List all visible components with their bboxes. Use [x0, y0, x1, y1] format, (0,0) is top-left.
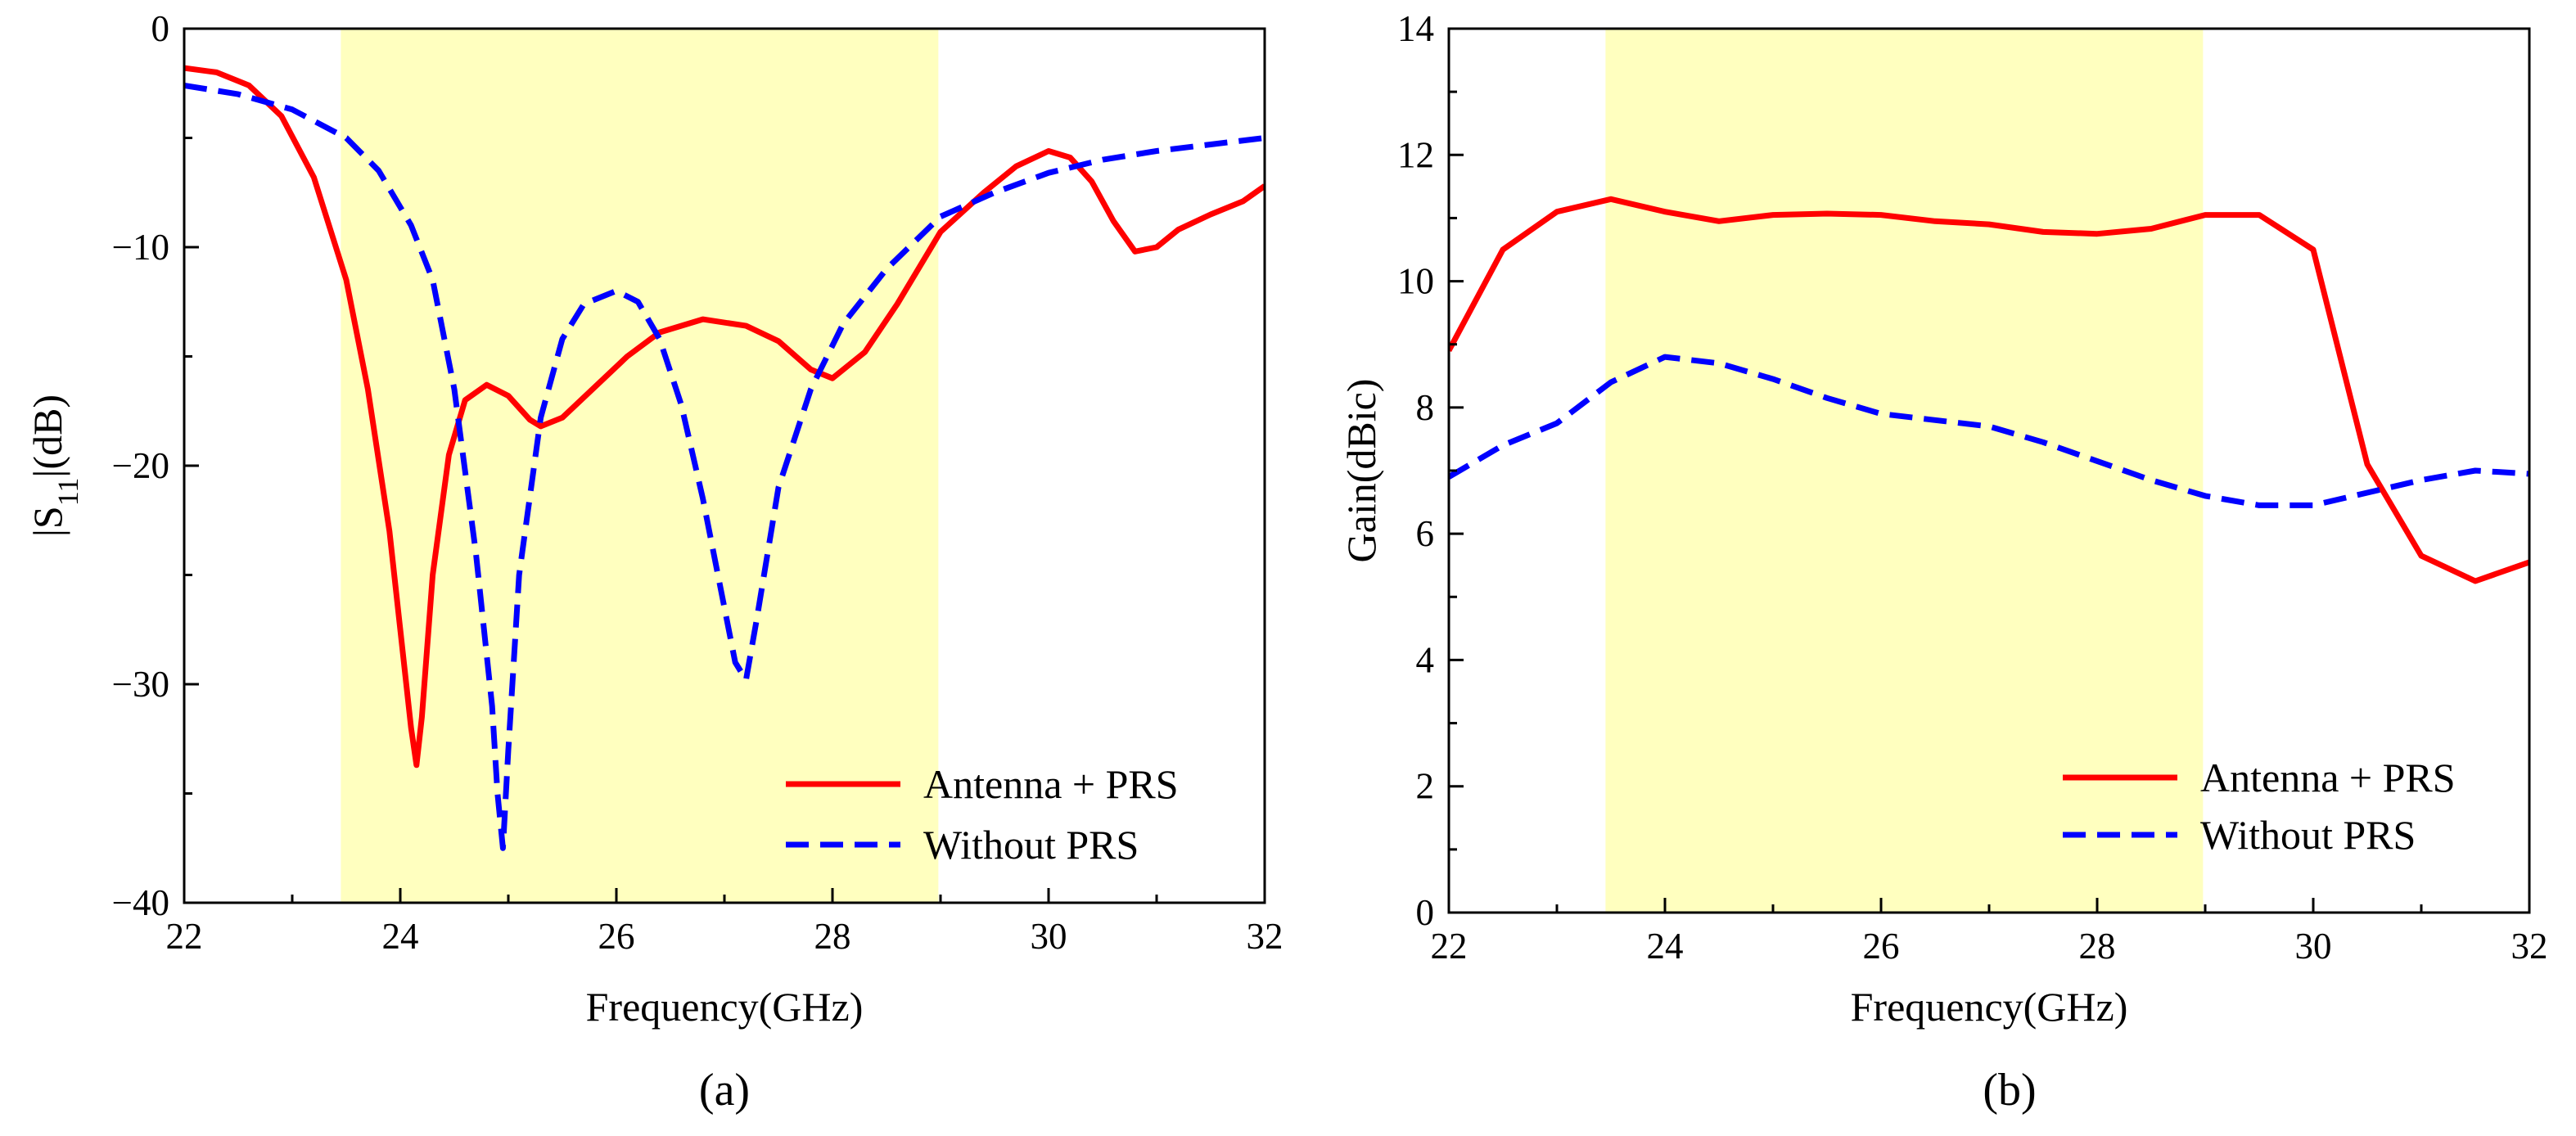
- highlight-band: [341, 29, 939, 903]
- panel-caption: (a): [699, 1065, 750, 1116]
- y-tick-label: −10: [112, 227, 169, 268]
- legend-label: Without PRS: [2200, 812, 2416, 858]
- series-line-antenna-prs: [184, 65, 1265, 769]
- y-axis-label: |S11|(dB): [25, 394, 84, 537]
- x-tick-label: 22: [166, 916, 203, 957]
- y-axis-label: Gain(dBic): [1338, 379, 1384, 563]
- series-line-without-prs: [184, 82, 1265, 851]
- y-tick-label: −20: [112, 445, 169, 486]
- y-tick-label: 4: [1416, 639, 1435, 680]
- legend-label: Without PRS: [923, 822, 1139, 868]
- x-axis-label: Frequency(GHz): [586, 984, 864, 1030]
- y-tick-label: −30: [112, 664, 169, 705]
- series-line-antenna-prs: [1449, 196, 2529, 584]
- y-tick-label: −40: [112, 882, 169, 923]
- x-tick-label: 30: [1031, 916, 1067, 957]
- x-tick-label: 32: [2511, 926, 2548, 967]
- legend: Antenna + PRS Without PRS: [786, 761, 1179, 868]
- y-tick-label: 6: [1416, 513, 1435, 554]
- series-group: [184, 65, 1265, 851]
- x-tick-label: 24: [1647, 926, 1684, 967]
- panel-caption: (b): [1983, 1065, 2036, 1116]
- y-tick-label: 12: [1397, 134, 1434, 175]
- y-tick-label: 14: [1397, 8, 1434, 49]
- x-tick-label: 30: [2295, 926, 2332, 967]
- y-tick-label: 8: [1416, 387, 1435, 428]
- x-tick-label: 28: [814, 916, 851, 957]
- y-tick-label: 10: [1397, 261, 1434, 302]
- x-axis-label: Frequency(GHz): [1851, 984, 2128, 1030]
- x-tick-label: 32: [1247, 916, 1283, 957]
- series-line-without-prs: [1449, 354, 2529, 508]
- y-tick-label: 2: [1416, 766, 1435, 807]
- legend: Antenna + PRS Without PRS: [2063, 755, 2456, 858]
- highlight-band: [1605, 29, 2204, 913]
- panel-b: 22 24 26 28 30 3202468101214Frequency(GHz)Gai…: [1338, 8, 2548, 1116]
- panel-a: 22 24 26 28 30 32 0 −10 −20 −30 −40 Frequency(GHz) |…: [25, 8, 1283, 1116]
- legend-label: Antenna + PRS: [923, 761, 1179, 807]
- legend-label: Antenna + PRS: [2200, 755, 2456, 800]
- x-tick-label: 28: [2079, 926, 2116, 967]
- series-group: [1449, 196, 2529, 584]
- y-tick-label: 0: [151, 8, 170, 49]
- x-tick-label: 26: [598, 916, 635, 957]
- x-tick-label: 24: [382, 916, 419, 957]
- x-tick-label: 22: [1431, 926, 1468, 967]
- y-tick-label: 0: [1416, 892, 1435, 933]
- x-tick-label: 26: [1863, 926, 1900, 967]
